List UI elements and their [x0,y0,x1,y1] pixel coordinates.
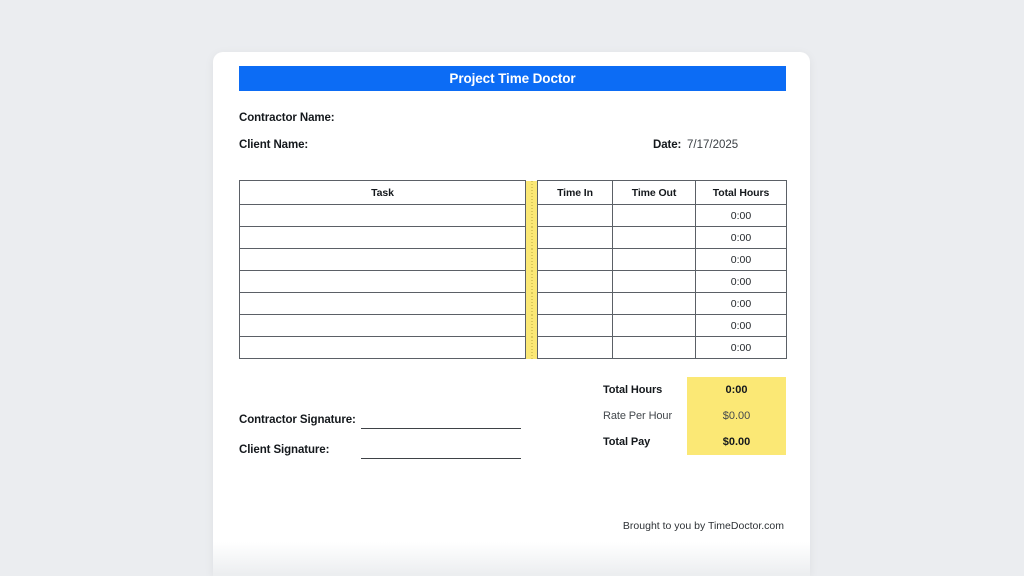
yellow-divider-cell [525,226,538,249]
cell-time-out[interactable] [612,248,696,271]
cell-time-in[interactable] [537,226,613,249]
client-signature-label: Client Signature: [239,444,330,456]
yellow-divider-cell [525,292,538,315]
client-name-label: Client Name: [239,139,309,151]
summary-total-hours-value: 0:00 [725,384,748,396]
summary-row-rate-per-hour: Rate Per Hour $0.00 [603,403,786,429]
column-header-time-out: Time Out [612,180,696,205]
summary-total-hours-label: Total Hours [603,384,663,396]
footer-credit: Brought to you by TimeDoctor.com [622,520,784,532]
yellow-divider-cell [525,270,538,293]
page-title: Project Time Doctor [449,71,576,86]
cell-time-in[interactable] [537,204,613,227]
cell-time-out[interactable] [612,336,696,359]
cell-task[interactable] [239,336,526,359]
cell-time-out[interactable] [612,314,696,337]
cell-task[interactable] [239,270,526,293]
cell-time-in[interactable] [537,336,613,359]
cell-time-in[interactable] [537,270,613,293]
table-row: 0:00 [239,292,787,315]
table-body: 0:00 0:00 0:00 0:00 0:00 0:00 0:00 [239,204,787,359]
card-bottom-fade [213,542,810,576]
cell-total-hours: 0:00 [695,292,787,315]
column-header-task: Task [239,180,526,205]
cell-task[interactable] [239,314,526,337]
cell-time-in[interactable] [537,248,613,271]
summary-row-total-pay: Total Pay $0.00 [603,429,786,455]
column-header-total-hours: Total Hours [695,180,787,205]
summary-highlight-box [687,377,786,455]
timesheet-document-card: Project Time Doctor Contractor Name: Cli… [213,52,810,576]
cell-time-out[interactable] [612,270,696,293]
cell-total-hours: 0:00 [695,314,787,337]
table-row: 0:00 [239,336,787,359]
table-header-row: Task Time In Time Out Total Hours [239,180,787,205]
table-row: 0:00 [239,226,787,249]
table-row: 0:00 [239,314,787,337]
client-signature-line[interactable] [361,458,521,459]
cell-total-hours: 0:00 [695,336,787,359]
cell-task[interactable] [239,204,526,227]
summary-total-pay-value: $0.00 [722,436,751,448]
contractor-name-label: Contractor Name: [239,112,335,124]
contractor-signature-line[interactable] [361,428,521,429]
table-row: 0:00 [239,204,787,227]
cell-total-hours: 0:00 [695,270,787,293]
document-title-banner: Project Time Doctor [239,66,786,91]
cell-task[interactable] [239,292,526,315]
date-value[interactable]: 7/17/2025 [687,139,739,151]
table-row: 0:00 [239,248,787,271]
cell-task[interactable] [239,248,526,271]
cell-task[interactable] [239,226,526,249]
time-entry-table: Task Time In Time Out Total Hours 0:00 0:… [239,180,787,359]
cell-time-in[interactable] [537,292,613,315]
cell-total-hours: 0:00 [695,204,787,227]
cell-time-out[interactable] [612,292,696,315]
table-row: 0:00 [239,270,787,293]
cell-time-out[interactable] [612,226,696,249]
yellow-divider-cell [525,204,538,227]
contractor-signature-label: Contractor Signature: [239,414,356,426]
date-label: Date: [653,139,682,151]
cell-total-hours: 0:00 [695,248,787,271]
summary-row-total-hours: Total Hours 0:00 [603,377,786,403]
yellow-divider-cell [525,248,538,271]
yellow-divider-cell [525,314,538,337]
cell-time-out[interactable] [612,204,696,227]
yellow-divider-column-header [525,180,538,205]
summary-rate-per-hour-label: Rate Per Hour [603,410,673,422]
cell-total-hours: 0:00 [695,226,787,249]
yellow-divider-cell [525,336,538,359]
summary-rate-per-hour-value[interactable]: $0.00 [722,410,751,422]
column-header-time-in: Time In [537,180,613,205]
summary-total-pay-label: Total Pay [603,436,651,448]
cell-time-in[interactable] [537,314,613,337]
